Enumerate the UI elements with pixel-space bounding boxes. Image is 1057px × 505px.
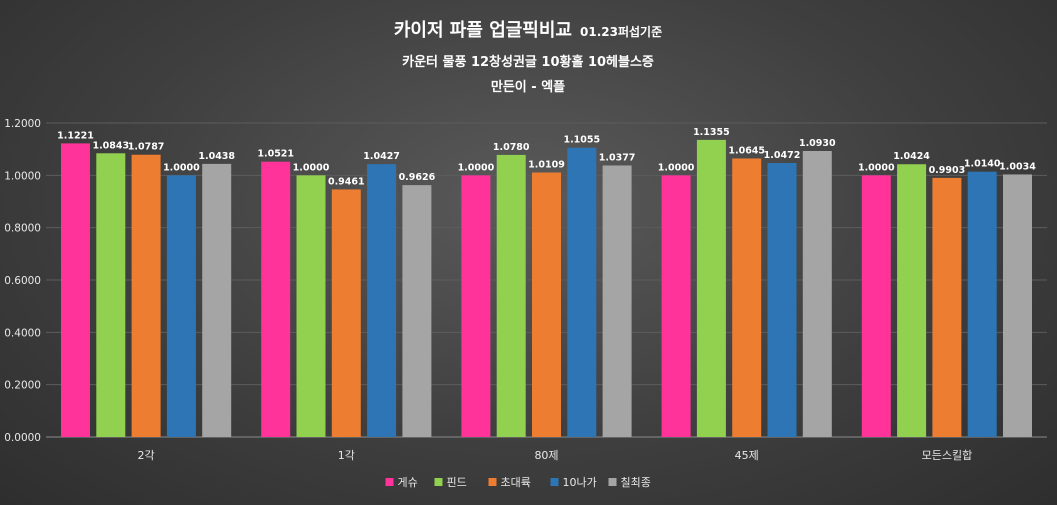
bar xyxy=(461,175,491,438)
legend-swatch[interactable] xyxy=(550,478,559,486)
data-label: 1.0140 xyxy=(964,159,1001,170)
y-tick-label: 0.4000 xyxy=(4,327,41,339)
data-label: 1.0000 xyxy=(458,162,495,173)
x-tick-label: 2각 xyxy=(138,449,155,462)
data-label: 1.0843 xyxy=(92,140,129,151)
data-label: 1.1355 xyxy=(693,127,730,138)
data-label: 0.9461 xyxy=(328,176,365,187)
bar xyxy=(131,154,161,437)
data-label: 1.0034 xyxy=(999,161,1036,172)
data-label: 1.1055 xyxy=(563,135,600,146)
data-label: 1.0645 xyxy=(728,145,765,156)
legend-label[interactable]: 핀드 xyxy=(447,476,467,489)
bar xyxy=(166,175,196,438)
data-label: 1.0438 xyxy=(198,151,235,162)
data-label: 1.0424 xyxy=(893,151,930,162)
y-tick-label: 0.6000 xyxy=(4,275,41,287)
bar xyxy=(296,175,326,438)
bar xyxy=(61,143,90,437)
bar xyxy=(261,161,291,437)
data-label: 1.0472 xyxy=(764,150,801,161)
chart-title-group: 카이저 파플 업글픽비교 01.23퍼섭기준 카운터 물풍 12창성권글 10황홀… xyxy=(394,20,662,95)
bar xyxy=(602,165,632,437)
bar xyxy=(402,185,432,437)
data-label: 1.0000 xyxy=(858,162,895,173)
y-axis: 0.0000 0.2000 0.4000 0.6000 0.8000 1.0000 1.20… xyxy=(4,118,41,444)
bar xyxy=(732,158,762,438)
x-tick-label: 모든스킬합 xyxy=(922,449,973,462)
y-tick-label: 0.2000 xyxy=(4,380,41,392)
bars xyxy=(61,139,1032,438)
bar xyxy=(802,150,832,437)
y-tick-label: 0.0000 xyxy=(4,432,41,444)
y-tick-label: 1.0000 xyxy=(4,170,41,182)
bar xyxy=(661,175,691,438)
data-label: 1.0109 xyxy=(528,159,565,170)
legend[interactable]: 게슈 핀드 초대륙 10나가 칠최종 xyxy=(385,476,651,489)
bar xyxy=(567,147,597,438)
bar xyxy=(861,175,891,438)
bar xyxy=(496,154,526,437)
data-label: 0.9626 xyxy=(399,172,436,183)
legend-label[interactable]: 칠최종 xyxy=(621,476,651,489)
data-label: 1.0000 xyxy=(163,162,200,173)
data-label: 1.0000 xyxy=(658,162,695,173)
bar xyxy=(367,164,397,438)
legend-swatch[interactable] xyxy=(434,478,443,486)
x-axis: 2각 1각 80제 45제 모든스킬합 xyxy=(138,449,973,462)
data-label: 1.0427 xyxy=(363,151,400,162)
chart-subtitle: 카운터 물풍 12창성권글 10황홀 10헤블스증 xyxy=(402,54,654,70)
bar xyxy=(767,162,797,437)
chart-title: 카이저 파플 업글픽비교 01.23퍼섭기준 xyxy=(394,20,662,41)
data-label: 1.0787 xyxy=(128,142,165,153)
bar xyxy=(532,172,561,437)
legend-label[interactable]: 10나가 xyxy=(563,476,597,489)
bar xyxy=(932,177,962,437)
y-tick-label: 1.2000 xyxy=(4,118,41,130)
x-tick-label: 1각 xyxy=(338,449,355,462)
data-label: 1.0780 xyxy=(493,142,530,153)
bar xyxy=(202,163,232,438)
bar xyxy=(696,139,726,437)
bar xyxy=(96,153,126,437)
data-label: 1.0000 xyxy=(293,162,330,173)
data-label: 1.0930 xyxy=(799,138,836,149)
chart-subtitle-author: 만든이 - 엑플 xyxy=(491,79,565,95)
legend-label[interactable]: 게슈 xyxy=(398,476,418,489)
legend-swatch[interactable] xyxy=(385,478,394,486)
bar xyxy=(331,189,361,437)
data-label: 0.9903 xyxy=(929,165,966,176)
legend-label[interactable]: 초대륙 xyxy=(501,476,531,489)
y-tick-label: 0.8000 xyxy=(4,223,41,235)
chart-title-main: 카이저 파플 업글픽비교 xyxy=(394,20,572,41)
legend-swatch[interactable] xyxy=(608,478,617,486)
data-label: 1.0521 xyxy=(257,149,294,160)
x-tick-label: 45제 xyxy=(735,449,759,462)
data-label: 1.0377 xyxy=(599,152,636,163)
bar xyxy=(897,164,927,438)
x-tick-label: 80제 xyxy=(534,449,558,462)
legend-swatch[interactable] xyxy=(488,478,497,486)
chart-title-note: 01.23퍼섭기준 xyxy=(580,24,662,39)
bar xyxy=(1003,174,1032,437)
data-label: 1.1221 xyxy=(57,130,94,141)
bar xyxy=(967,171,997,438)
